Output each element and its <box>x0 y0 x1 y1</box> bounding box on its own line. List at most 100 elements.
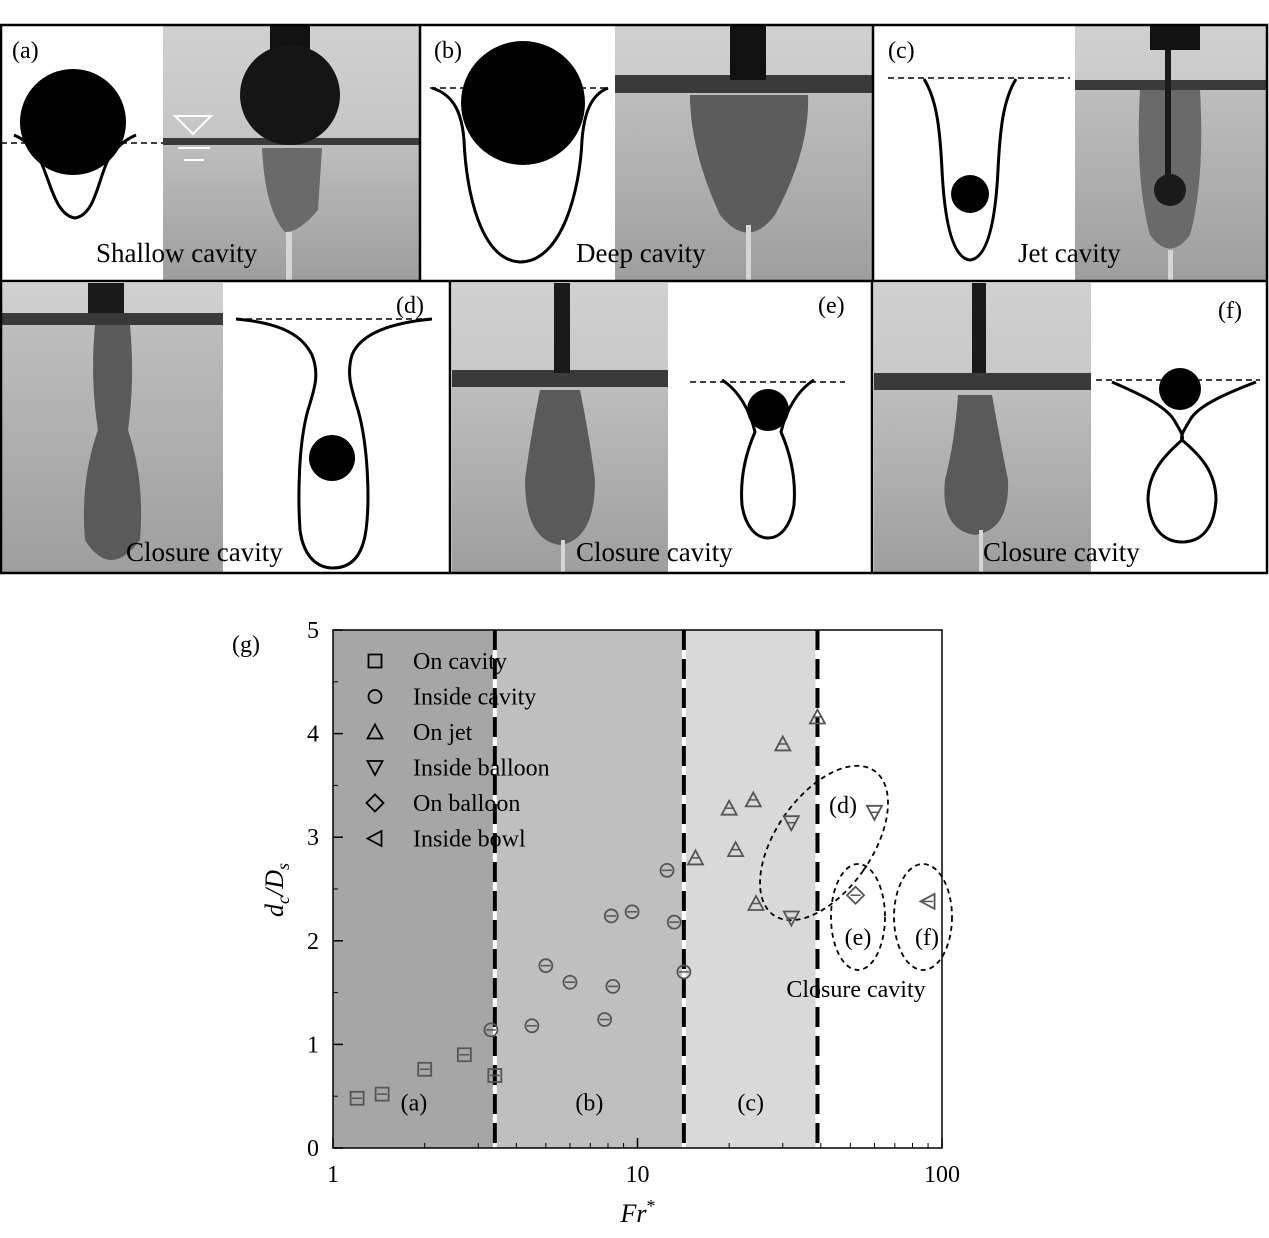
legend-marker-1 <box>367 689 383 704</box>
water-level-icon <box>172 115 214 136</box>
marker <box>538 958 554 974</box>
marker <box>659 862 675 878</box>
panel-b-tag: (b) <box>434 38 462 64</box>
panel-c-sphere-photo <box>1154 174 1186 206</box>
panel-e: (e) Closure cavity <box>452 283 845 573</box>
marker <box>845 885 866 905</box>
chart-panel-label: (g) <box>232 632 260 658</box>
data-point-circle-2 <box>538 958 554 974</box>
x-tick-label-2: 100 <box>924 1162 960 1188</box>
legend-label-0: On cavity <box>413 649 507 675</box>
x-tick-label-1: 10 <box>626 1162 650 1188</box>
data-point-triangle-up-3 <box>744 790 763 808</box>
panel-d-cavity-outline <box>235 317 433 570</box>
data-point-square-3 <box>456 1047 472 1063</box>
annotations: (d) (e) (f) Closure cavity <box>786 793 939 1003</box>
panel-d-water-surface <box>1 313 223 325</box>
data-point-circle-5 <box>603 908 619 924</box>
ellipse-f <box>893 863 953 971</box>
data-point-square-2 <box>417 1061 433 1077</box>
y-tick-label-5: 5 <box>307 618 319 644</box>
data-point-circle-1 <box>524 1018 540 1034</box>
data-point-square-1 <box>374 1086 390 1102</box>
panel-a-stem <box>286 232 292 281</box>
data-point-circle-10 <box>676 964 692 980</box>
marker <box>374 1086 390 1102</box>
data-point-triangle-up-1 <box>720 798 739 816</box>
data-point-circle-7 <box>624 904 640 920</box>
legend-marker-5 <box>365 829 383 848</box>
annotation-3: Closure cavity <box>786 977 925 1003</box>
y-tick-label-1: 1 <box>307 1032 319 1058</box>
panel-f-water-surface <box>874 373 1091 390</box>
marker <box>605 978 621 994</box>
panel-e-tag: (e) <box>818 293 845 319</box>
marker <box>349 1090 365 1106</box>
marker <box>676 964 692 980</box>
legend-marker-2 <box>365 722 385 740</box>
annotation-2: (f) <box>915 925 939 951</box>
panel-b-stem <box>746 225 751 281</box>
panel-f: (f) Closure cavity <box>874 283 1260 573</box>
x-axis-label: Fr* <box>620 1196 656 1228</box>
panel-e-stem <box>561 540 565 573</box>
y-axis-label: dc/Ds <box>260 863 293 917</box>
annotation-0: (d) <box>829 793 857 819</box>
x-tick-label-0: 1 <box>327 1162 339 1188</box>
panel-f-stem <box>979 530 983 573</box>
marker <box>483 1022 499 1038</box>
panel-borders <box>0 23 1269 575</box>
ellipse-e <box>830 863 886 971</box>
legend-label-5: Inside bowl <box>413 827 526 853</box>
legend: On cavity Inside cavity On jet Inside ballo… <box>365 649 550 853</box>
data-point-triangle-up-2 <box>726 840 745 858</box>
panel-b-support-rod <box>730 25 766 80</box>
panel-e-caption: Closure cavity <box>576 537 733 567</box>
panel-b-caption: Deep cavity <box>576 238 706 268</box>
regime-label-1: (b) <box>575 1091 603 1117</box>
regime-region-1 <box>494 630 684 1148</box>
regime-region-2 <box>683 630 818 1148</box>
data-point-triangle-up-4 <box>746 894 766 911</box>
data-point-square-0 <box>349 1090 365 1106</box>
legend-label-3: Inside balloon <box>413 756 550 782</box>
panel-d-support-rod <box>88 283 124 313</box>
panel-c-tag: (c) <box>888 38 915 64</box>
data-points <box>349 707 936 1106</box>
regime-regions <box>333 630 818 1148</box>
panel-f-caption: Closure cavity <box>983 537 1140 567</box>
panel-d-tag: (d) <box>396 293 424 319</box>
panel-c-caption: Jet cavity <box>1018 238 1121 268</box>
panel-b-sphere-sketch <box>461 41 585 165</box>
legend-label-4: On balloon <box>413 791 520 817</box>
panel-a-sphere-sketch <box>20 69 126 175</box>
panel-b: (b) Deep cavity <box>430 25 872 281</box>
panel-f-cavity-photo <box>944 395 1009 535</box>
marker <box>918 892 936 911</box>
data-point-triangle-down-1 <box>782 910 801 928</box>
marker <box>597 1012 613 1027</box>
data-point-triangle-up-6 <box>808 707 827 725</box>
panel-c: (c) Jet cavity <box>888 25 1268 281</box>
panel-a-caption: Shallow cavity <box>96 238 258 268</box>
legend-label-1: Inside cavity <box>413 685 536 711</box>
panel-f-support-rod <box>972 283 986 373</box>
panel-c-sphere-sketch <box>951 175 989 213</box>
panel-d-cavity-photo <box>83 325 142 560</box>
data-point-triangle-left-0 <box>918 892 936 911</box>
legend-label-2: On jet <box>413 720 473 746</box>
panel-d-caption: Closure cavity <box>126 537 283 567</box>
data-point-square-4 <box>487 1068 503 1083</box>
marker <box>562 974 578 990</box>
marker <box>417 1061 433 1077</box>
panel-c-support-rod <box>1150 25 1200 50</box>
panel-a-cavity-photo <box>262 148 322 232</box>
regime-label-0: (a) <box>401 1091 428 1117</box>
panel-b-cavity-outline <box>431 86 609 264</box>
data-point-circle-4 <box>597 1012 613 1027</box>
panel-f-sphere-sketch <box>1159 368 1201 410</box>
panel-e-sphere-sketch <box>747 389 789 431</box>
panel-b-splash-band <box>615 75 872 93</box>
